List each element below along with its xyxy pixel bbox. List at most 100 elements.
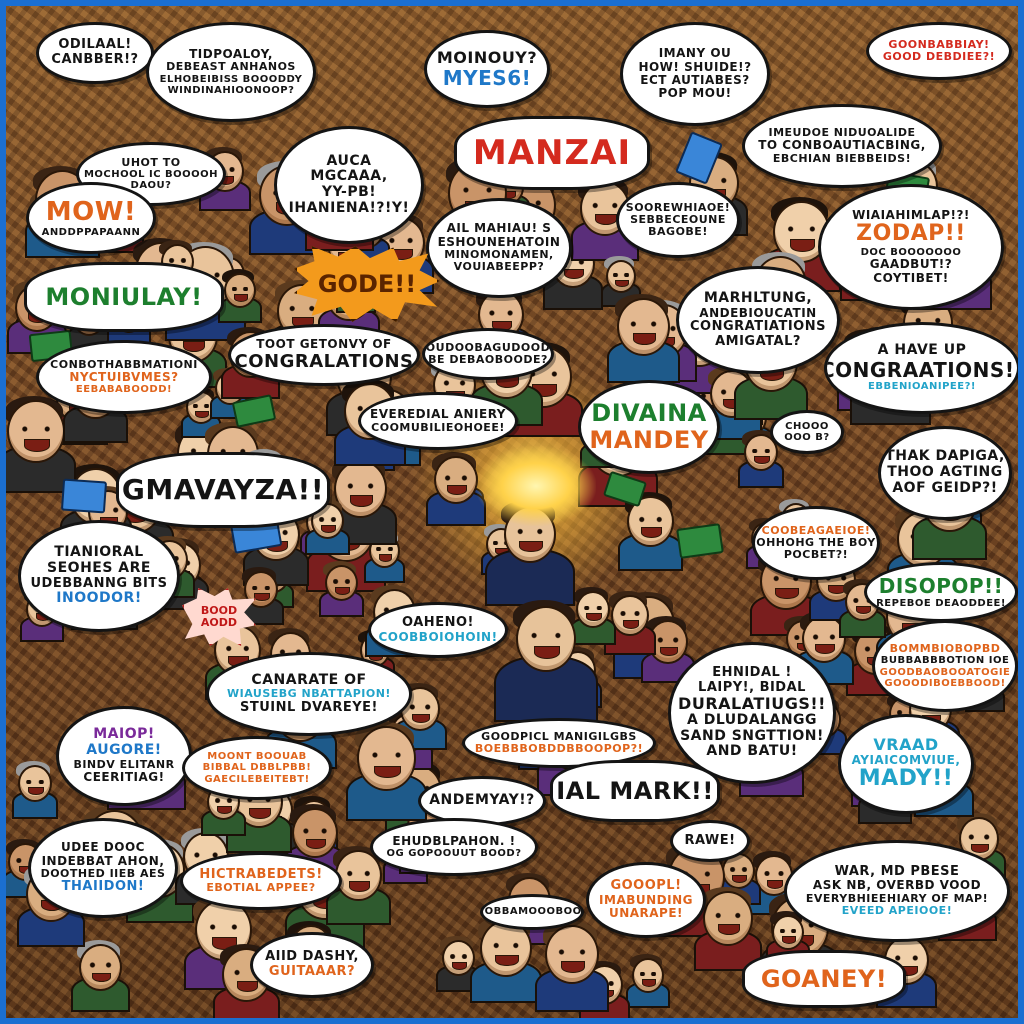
bubble-line: BOMMBIOBOPBD (889, 642, 1001, 656)
crowd-person-body (630, 342, 697, 383)
bubble-line: DOC BOOOOOOO (860, 247, 962, 258)
speech-bubble: MOW! ANDDPPAPAANN (26, 182, 156, 254)
crowd-person-body (724, 425, 774, 455)
speech-bubble: MAIOP! AUGORE! BINDV ELITANR CEERITIAG! (56, 706, 192, 806)
bubble-line: COOBBOIOHOIN! (378, 629, 498, 644)
bubble-line: TIANIORAL (54, 544, 144, 561)
speech-bubble: AIID DASHY, GUITAAAR? (250, 932, 374, 998)
crowd-person-body (319, 589, 364, 617)
crowd-person-body (808, 588, 864, 622)
central-figure-face (516, 606, 576, 672)
crowd-person-hair (290, 804, 336, 828)
bubble-line: OG GOPOOUUT BOOD? (386, 848, 522, 860)
crowd-person-hair (392, 761, 440, 786)
bubble-line: DAOU? (130, 180, 172, 192)
bubble-line: SOOREWHIAOE! (625, 200, 731, 214)
crowd-person-face (772, 915, 804, 950)
bubble-line: NYCTUIBVMES? (69, 369, 179, 384)
bubble-line: MAIOP! (93, 726, 155, 743)
crowd-person-hair (615, 294, 668, 321)
bubble-line: AYIAICOMVIUE, (851, 752, 961, 767)
crowd-person-hair (621, 592, 673, 619)
crowd-person-face (586, 965, 623, 1006)
bubble-line: HICTRABEDETS! (199, 866, 323, 882)
bubble-line: THOO AGTING (887, 464, 1003, 481)
bubble-line: LAIPY!, BIDAL (698, 679, 806, 695)
speech-bubble: CANARATE OF WIAUSEBG NBATTAPION! STUINL … (206, 652, 412, 736)
crowd-person-hair (800, 611, 844, 633)
crowd-person-face (731, 398, 767, 438)
crowd-person-face (369, 534, 400, 568)
speech-bubble: EOBBAMOOOBOO! (480, 894, 584, 930)
bubble-line: SEOHES ARE (47, 559, 151, 576)
bubble-line: IHANIENA!?!Y! (288, 199, 410, 216)
bubble-line: STUINL DVAREYE! (240, 699, 378, 715)
bubble-line: WAR, MD PBESE (834, 863, 960, 879)
bubble-line: OAHENO! (402, 615, 474, 630)
bubble-line: DIVAINA (591, 399, 707, 428)
crowd-person-body (213, 986, 280, 1018)
crowd-person-hair (646, 616, 686, 636)
crowd-person-face (623, 596, 675, 653)
speech-bubble: DISOPOP!! REPEBOE DEAODDEE! (864, 562, 1018, 622)
bubble-line: ELHOBEIBISS BOOODDY (159, 73, 303, 85)
crowd-person-hair (175, 420, 229, 448)
bubble-line: MINOMONAMEN, (444, 248, 554, 262)
speech-bubble: TOOT GETONVY OF CONGRALATIONS (228, 324, 420, 386)
crowd-person-body (470, 960, 542, 1004)
bubble-line: CONGRAATIONS!! (824, 358, 1020, 383)
crowd-person-hair (701, 887, 751, 913)
bubble-line: EEBABABOODD! (75, 384, 173, 396)
speech-bubble: OUDOOBAGUDOOD BE DEBAOBOODE? (422, 328, 554, 380)
crowd-person-hair (332, 456, 385, 483)
bubble-line: SAND SNGTTION! (680, 727, 824, 744)
crowd-person-face (224, 273, 256, 308)
crowd-person-body (384, 740, 434, 770)
bubble-line: VOUIABEEPP? (453, 260, 545, 274)
bubble-line: GOOODIBOEBBOOD! (884, 677, 1006, 689)
crowd-person-body (346, 772, 427, 821)
bubble-line: COOBEAGAEIOE! (761, 523, 871, 537)
bubble-line: BINDV ELITANR (73, 757, 175, 771)
crowd-person-hair (159, 240, 192, 256)
bubble-line: IAL MARK!! (556, 776, 714, 805)
crowd-person-face (357, 726, 416, 791)
bubble-line: WIAIAHIMLAP!?! (852, 207, 970, 222)
crowd-person-face (325, 565, 358, 601)
bubble-line: ANDDPPAPAANN (41, 226, 141, 238)
bubble-line: ZODAP!! (856, 221, 966, 247)
crowd-person-hair (432, 452, 476, 474)
speech-bubble: AUCA MGCAAA, YY-PB! IHANIENA!?!Y! (274, 126, 424, 244)
crowd-person-face (802, 615, 846, 663)
crowd-person-hair (294, 796, 330, 814)
bubble-line: AUGORE! (86, 742, 162, 759)
crowd-person-hair (205, 422, 257, 449)
speech-bubble: IAL MARK!! (550, 760, 720, 822)
title-text: MANZAI (472, 132, 632, 173)
crowd-person-body (305, 527, 350, 555)
crowd-person-face (632, 958, 664, 993)
crowd-person-hair (574, 587, 608, 604)
bubble-line: INDEBBAT AHON, (41, 853, 165, 868)
bubble-line: CHOOO (785, 420, 829, 432)
central-figure-body (493, 656, 599, 722)
bubble-line: GMAVAYZA!! (121, 473, 325, 507)
crowd-person-face (434, 456, 478, 504)
speech-bubble: MARHLTUNG, ANDEBIOUCATIN CONGRATIATIONS … (676, 266, 840, 374)
crowd-person-hair (484, 524, 514, 539)
speech-bubble-title: MANZAI (454, 116, 650, 190)
bubble-line: POP MOU! (658, 86, 732, 101)
speech-bubble: ODILAAL! CANBBER!? (36, 22, 154, 84)
photo-card (674, 131, 724, 185)
crowd-person-hair (211, 253, 243, 269)
bubble-line: OOO B? (784, 432, 830, 443)
speech-bubble: CHOOO OOO B? (770, 410, 844, 454)
crowd-person-face (545, 925, 599, 984)
bubble-line: GAECILEBEITEBT! (204, 773, 310, 785)
bubble-line: ECT AUTIABES? (640, 73, 750, 87)
crowd-person-body (716, 877, 761, 905)
speech-bubble: EHNIDAL ! LAIPY!, BIDAL DURALATIUGS!! A … (668, 642, 836, 784)
crowd-person-hair (6, 396, 63, 426)
bubble-line: INOODOR! (56, 590, 142, 607)
speech-bubble: IMANY OU HOW! SHUIDE!? ECT AUTIABES? POP… (620, 22, 770, 126)
